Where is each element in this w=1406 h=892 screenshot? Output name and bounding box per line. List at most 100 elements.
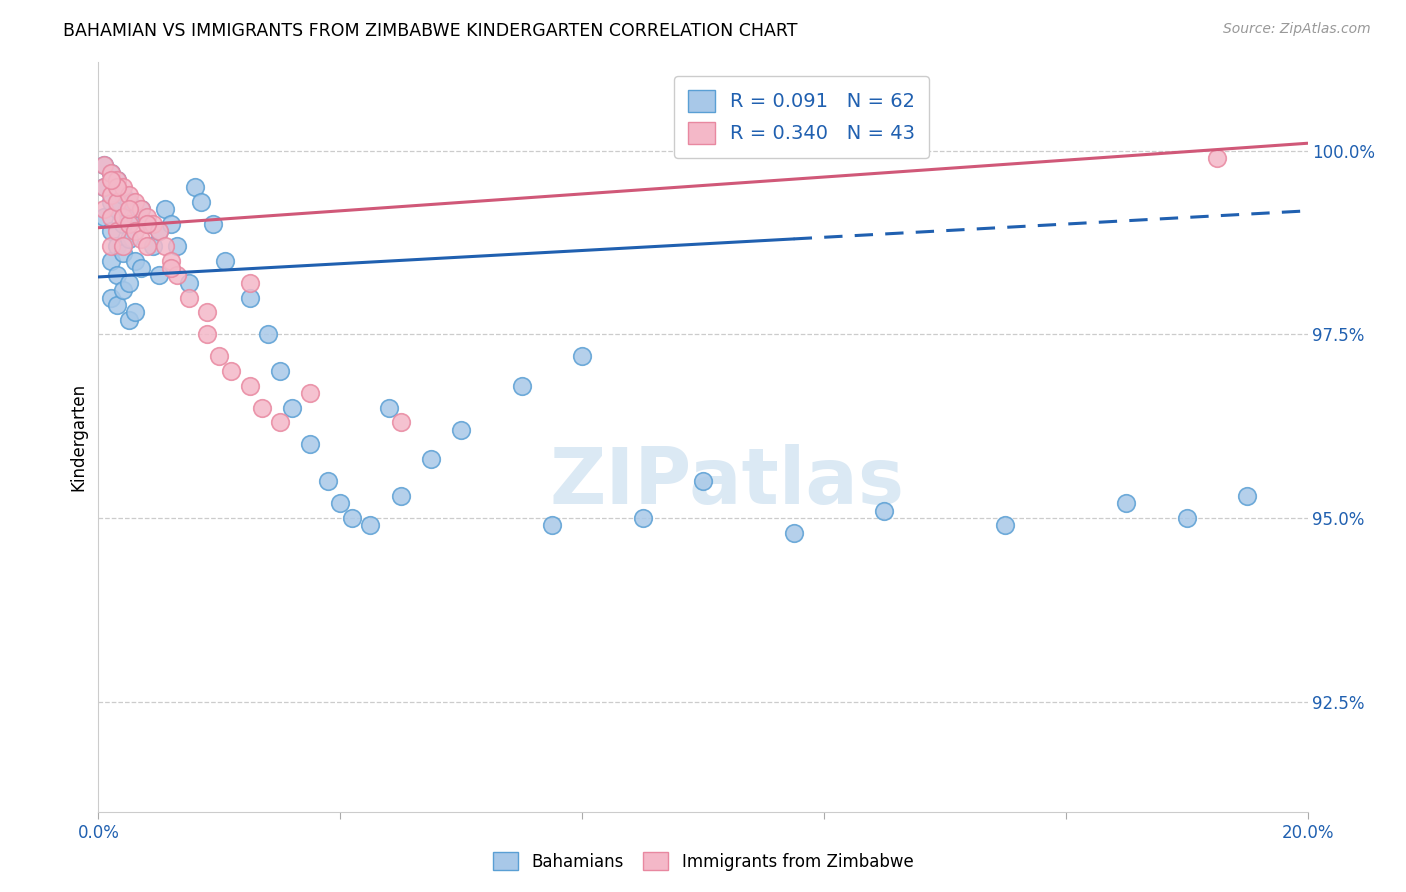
Point: [118, 217, 141, 231]
Point: [250, 401, 273, 415]
Point: [195, 327, 218, 342]
Point: [160, 253, 183, 268]
Point: [124, 194, 146, 209]
Point: [100, 166, 122, 180]
Point: [1115, 496, 1137, 510]
Point: [124, 305, 146, 319]
Point: [148, 268, 170, 283]
Point: [124, 210, 146, 224]
Point: [329, 496, 352, 510]
Point: [571, 349, 593, 363]
Point: [166, 268, 188, 283]
Point: [105, 239, 128, 253]
Point: [100, 173, 122, 187]
Point: [135, 217, 157, 231]
Y-axis label: Kindergarten: Kindergarten: [69, 383, 87, 491]
Point: [93, 180, 115, 194]
Point: [93, 202, 115, 217]
Point: [342, 511, 364, 525]
Point: [111, 283, 134, 297]
Point: [389, 416, 412, 430]
Point: [105, 173, 128, 187]
Point: [316, 474, 339, 488]
Point: [111, 180, 134, 194]
Point: [160, 261, 183, 276]
Point: [540, 518, 562, 533]
Point: [100, 239, 122, 253]
Point: [142, 239, 165, 253]
Point: [111, 239, 134, 253]
Point: [105, 224, 128, 238]
Text: Source: ZipAtlas.com: Source: ZipAtlas.com: [1223, 22, 1371, 37]
Point: [118, 194, 141, 209]
Text: ZIPatlas: ZIPatlas: [550, 444, 904, 520]
Legend: Bahamians, Immigrants from Zimbabwe: Bahamians, Immigrants from Zimbabwe: [484, 844, 922, 880]
Point: [1206, 151, 1229, 165]
Point: [93, 180, 115, 194]
Point: [118, 276, 141, 290]
Point: [100, 253, 122, 268]
Point: [256, 327, 278, 342]
Point: [93, 158, 115, 172]
Point: [93, 210, 115, 224]
Point: [269, 416, 291, 430]
Point: [129, 261, 152, 276]
Point: [135, 217, 157, 231]
Point: [299, 386, 322, 401]
Point: [221, 364, 243, 378]
Point: [994, 518, 1017, 533]
Point: [239, 276, 262, 290]
Point: [153, 202, 176, 217]
Point: [100, 291, 122, 305]
Point: [692, 474, 714, 488]
Point: [142, 217, 165, 231]
Point: [111, 217, 134, 231]
Point: [239, 378, 262, 392]
Point: [111, 187, 134, 202]
Point: [783, 525, 806, 540]
Point: [239, 291, 262, 305]
Point: [208, 349, 231, 363]
Point: [190, 194, 212, 209]
Point: [100, 166, 122, 180]
Point: [202, 217, 225, 231]
Point: [360, 518, 382, 533]
Point: [100, 194, 122, 209]
Point: [100, 187, 122, 202]
Point: [100, 210, 122, 224]
Point: [100, 224, 122, 238]
Point: [105, 180, 128, 194]
Text: BAHAMIAN VS IMMIGRANTS FROM ZIMBABWE KINDERGARTEN CORRELATION CHART: BAHAMIAN VS IMMIGRANTS FROM ZIMBABWE KIN…: [63, 22, 797, 40]
Point: [111, 246, 134, 260]
Point: [105, 202, 128, 217]
Point: [214, 253, 236, 268]
Point: [118, 232, 141, 246]
Point: [269, 364, 291, 378]
Point: [111, 210, 134, 224]
Point: [281, 401, 304, 415]
Point: [105, 194, 128, 209]
Point: [184, 180, 207, 194]
Point: [129, 202, 152, 217]
Point: [118, 202, 141, 217]
Point: [873, 503, 896, 517]
Point: [129, 232, 152, 246]
Point: [124, 224, 146, 238]
Point: [631, 511, 654, 525]
Point: [124, 253, 146, 268]
Point: [153, 239, 176, 253]
Point: [129, 202, 152, 217]
Point: [389, 489, 412, 503]
Point: [118, 312, 141, 326]
Point: [420, 452, 443, 467]
Point: [377, 401, 399, 415]
Point: [179, 291, 201, 305]
Point: [1236, 489, 1258, 503]
Point: [148, 224, 170, 238]
Point: [195, 305, 218, 319]
Point: [148, 224, 170, 238]
Point: [105, 173, 128, 187]
Point: [299, 437, 322, 451]
Point: [93, 158, 115, 172]
Point: [105, 298, 128, 312]
